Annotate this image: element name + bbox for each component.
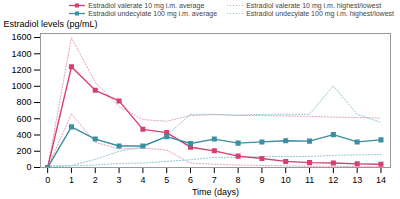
svg-text:4: 4 [140,175,145,185]
svg-text:400: 400 [16,130,31,140]
svg-text:2: 2 [93,175,98,185]
svg-text:1: 1 [69,175,74,185]
svg-text:1200: 1200 [11,65,31,75]
html-text:Estradiol undecylate 100 mg i.: Estradiol undecylate 100 mg i.m. highest… [246,10,394,17]
svg-text:7: 7 [212,175,217,185]
svg-text:11: 11 [305,175,314,185]
svg-text:14: 14 [376,175,386,185]
svg-text:3: 3 [117,175,122,185]
svg-text:0: 0 [45,175,50,185]
svg-text:1400: 1400 [11,49,31,59]
svg-text:6: 6 [188,175,193,185]
svg-text:1600: 1600 [11,32,31,42]
html-text:Estradiol undecylate 100 mg i.: Estradiol undecylate 100 mg i.m. average [88,10,218,17]
svg-text:8: 8 [236,175,241,185]
svg-text:200: 200 [16,146,31,156]
svg-text:10: 10 [281,175,291,185]
svg-text:13: 13 [352,175,362,185]
svg-text:Estradiol levels (pg/mL): Estradiol levels (pg/mL) [4,19,98,29]
svg-text:9: 9 [259,175,264,185]
html-text:Estradiol valerate 10 mg i.m.: Estradiol valerate 10 mg i.m. average [88,2,205,9]
svg-text:1000: 1000 [11,81,31,91]
svg-text:5: 5 [164,175,169,185]
html-text:Estradiol valerate 10 mg i.m.: Estradiol valerate 10 mg i.m. highest/lo… [246,2,382,9]
svg-text:0: 0 [26,162,31,172]
svg-text:800: 800 [16,97,31,107]
svg-text:Time (days): Time (days) [192,187,239,197]
svg-text:600: 600 [16,114,31,124]
svg-text:12: 12 [328,175,338,185]
